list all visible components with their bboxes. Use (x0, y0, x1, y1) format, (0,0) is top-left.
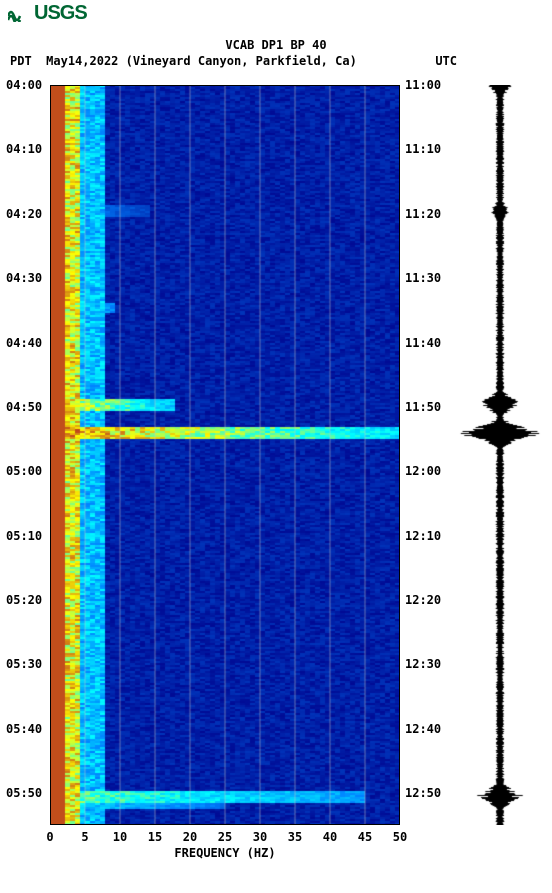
x-tick: 50 (393, 830, 407, 844)
x-tick: 20 (183, 830, 197, 844)
y-left-tick: 05:00 (6, 464, 42, 478)
chart-title: VCAB DP1 BP 40 (0, 38, 552, 52)
usgs-logo: USGS (8, 2, 87, 25)
y-right-tick: 12:30 (405, 657, 441, 671)
y-left-tick: 05:20 (6, 593, 42, 607)
x-tick: 45 (358, 830, 372, 844)
x-axis-label: FREQUENCY (HZ) (50, 846, 400, 860)
y-right-tick: 11:00 (405, 78, 441, 92)
x-tick: 30 (253, 830, 267, 844)
spectrogram-canvas (50, 85, 400, 825)
y-left-tick: 05:10 (6, 529, 42, 543)
y-right-tick: 12:00 (405, 464, 441, 478)
y-right-tick: 11:10 (405, 142, 441, 156)
y-axis-right: 11:0011:1011:2011:3011:4011:5012:0012:10… (405, 85, 445, 825)
y-left-tick: 04:10 (6, 142, 42, 156)
y-right-tick: 12:20 (405, 593, 441, 607)
wave-icon (8, 6, 32, 22)
left-timezone: PDT May14,2022 (Vineyard Canyon, Parkfie… (10, 54, 357, 68)
spectrogram-plot (50, 85, 400, 825)
y-left-tick: 04:30 (6, 271, 42, 285)
y-right-tick: 12:40 (405, 722, 441, 736)
y-right-tick: 11:30 (405, 271, 441, 285)
y-left-tick: 05:50 (6, 786, 42, 800)
y-right-tick: 11:50 (405, 400, 441, 414)
x-tick: 0 (46, 830, 53, 844)
y-right-tick: 11:40 (405, 336, 441, 350)
y-right-tick: 12:10 (405, 529, 441, 543)
y-axis-left: 04:0004:1004:2004:3004:4004:5005:0005:10… (6, 85, 46, 825)
y-left-tick: 04:50 (6, 400, 42, 414)
logo-text: USGS (34, 2, 87, 25)
y-left-tick: 05:40 (6, 722, 42, 736)
x-tick: 10 (113, 830, 127, 844)
x-tick: 35 (288, 830, 302, 844)
x-tick: 5 (81, 830, 88, 844)
chart-header: VCAB DP1 BP 40 PDT May14,2022 (Vineyard … (0, 38, 552, 68)
waveform-plot (455, 85, 545, 825)
y-left-tick: 04:20 (6, 207, 42, 221)
y-right-tick: 12:50 (405, 786, 441, 800)
y-left-tick: 05:30 (6, 657, 42, 671)
right-timezone: UTC (435, 54, 457, 68)
y-right-tick: 11:20 (405, 207, 441, 221)
y-left-tick: 04:00 (6, 78, 42, 92)
y-left-tick: 04:40 (6, 336, 42, 350)
x-tick: 15 (148, 830, 162, 844)
x-tick: 40 (323, 830, 337, 844)
x-tick: 25 (218, 830, 232, 844)
